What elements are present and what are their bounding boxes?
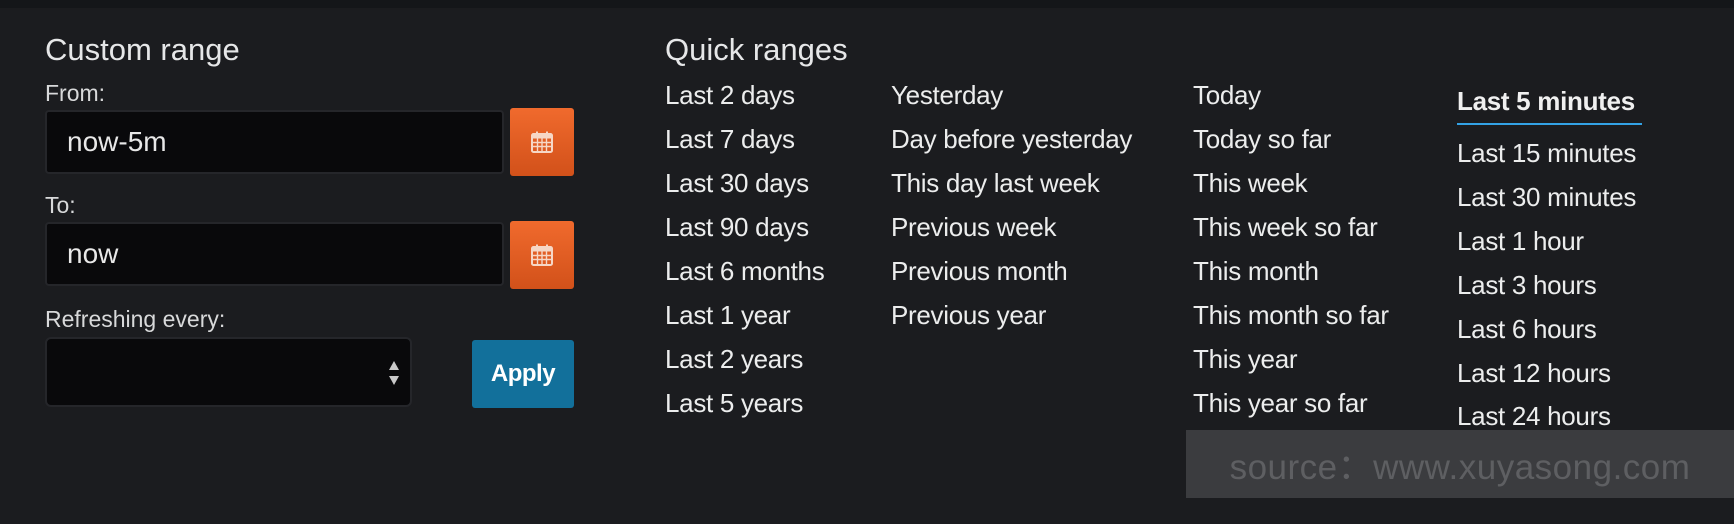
quick-range-item[interactable]: Last 2 years	[665, 344, 804, 374]
quick-range-item[interactable]: Day before yesterday	[891, 124, 1133, 154]
to-label: To:	[45, 192, 76, 218]
quick-range-item[interactable]: Last 1 year	[665, 300, 791, 330]
watermark-text: source：www.xuyasong.com	[1229, 447, 1691, 487]
quick-range-item[interactable]: Last 7 days	[665, 124, 795, 154]
quick-range-item[interactable]: Previous year	[891, 300, 1047, 330]
quick-range-item[interactable]: This month	[1193, 256, 1319, 286]
active-range-underline	[1457, 123, 1642, 125]
apply-button[interactable]: Apply	[472, 340, 574, 408]
quick-range-item[interactable]: This day last week	[891, 168, 1100, 198]
calendar-icon	[531, 131, 553, 153]
custom-range-title: Custom range	[45, 32, 240, 67]
quick-range-item[interactable]: Today	[1193, 80, 1261, 110]
quick-ranges-title: Quick ranges	[665, 32, 848, 67]
quick-range-item[interactable]: Yesterday	[891, 80, 1003, 110]
quick-range-item[interactable]: This week so far	[1193, 212, 1378, 242]
refresh-label: Refreshing every:	[45, 306, 226, 332]
quick-range-item[interactable]: Last 30 days	[665, 168, 809, 198]
refresh-select[interactable]	[45, 337, 412, 407]
quick-range-item[interactable]: Last 24 hours	[1457, 401, 1611, 431]
quick-range-item[interactable]: Last 12 hours	[1457, 358, 1611, 388]
quick-range-item[interactable]: Today so far	[1193, 124, 1332, 154]
quick-range-item[interactable]: Last 90 days	[665, 212, 809, 242]
from-calendar-button[interactable]	[510, 108, 574, 176]
quick-range-item[interactable]: Previous month	[891, 256, 1068, 286]
calendar-icon	[531, 244, 553, 266]
quick-range-item[interactable]: This month so far	[1193, 300, 1389, 330]
quick-range-item[interactable]: Last 2 days	[665, 80, 795, 110]
time-range-panel: Custom range From: To: Refreshing eve	[0, 8, 1734, 524]
select-arrows-icon	[389, 361, 399, 385]
to-calendar-button[interactable]	[510, 221, 574, 289]
to-input[interactable]	[45, 222, 504, 286]
quick-range-item[interactable]: This year	[1193, 344, 1298, 374]
quick-range-item[interactable]: Last 6 months	[665, 256, 825, 286]
quick-range-item[interactable]: Last 15 minutes	[1457, 138, 1637, 168]
quick-range-item[interactable]: Last 30 minutes	[1457, 182, 1637, 212]
quick-range-item[interactable]: Last 5 years	[665, 388, 804, 418]
quick-range-item[interactable]: Last 3 hours	[1457, 270, 1597, 300]
quick-range-item[interactable]: Last 1 hour	[1457, 226, 1584, 256]
quick-range-item[interactable]: Last 6 hours	[1457, 314, 1597, 344]
source-watermark: source：www.xuyasong.com	[1186, 430, 1734, 498]
from-input[interactable]	[45, 110, 504, 174]
quick-range-item[interactable]: Previous week	[891, 212, 1057, 242]
quick-range-item-active[interactable]: Last 5 minutes	[1457, 86, 1635, 116]
from-label: From:	[45, 80, 106, 106]
quick-range-item[interactable]: This week	[1193, 168, 1308, 198]
quick-range-item[interactable]: This year so far	[1193, 388, 1368, 418]
